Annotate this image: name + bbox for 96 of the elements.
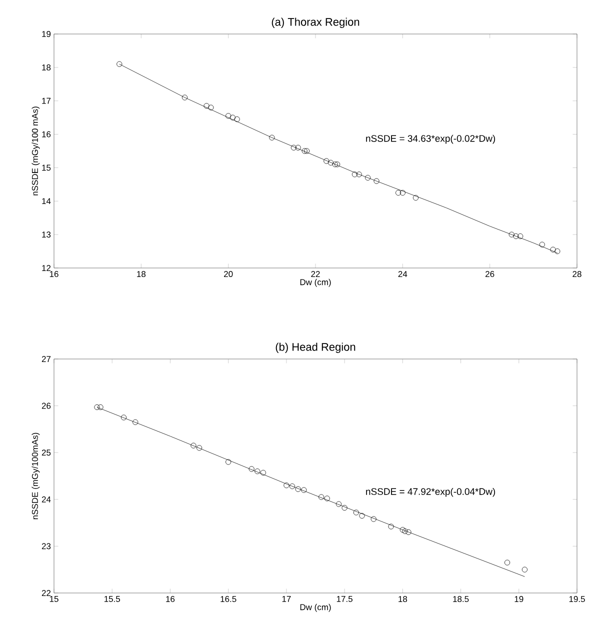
- point: [522, 566, 528, 572]
- point: [190, 442, 196, 448]
- point: [518, 233, 524, 240]
- point: [301, 487, 307, 493]
- x-tick-label: 17: [282, 596, 291, 602]
- y-tick-label: 18: [42, 64, 51, 70]
- y-axis-title: nSSDE (mGy/100mAs): [32, 432, 40, 520]
- point: [402, 528, 408, 534]
- point: [400, 527, 406, 533]
- x-tick-label: 19.5: [569, 596, 585, 602]
- chart-title: (a) Thorax Region: [272, 18, 360, 28]
- x-tick-label: 15.5: [104, 596, 120, 602]
- x-tick-label: 17.5: [336, 596, 352, 602]
- point: [324, 158, 330, 164]
- point: [400, 190, 406, 196]
- point: [324, 496, 330, 502]
- point: [406, 529, 412, 535]
- point: [120, 414, 127, 420]
- point: [284, 482, 290, 488]
- x-tick-label: 18: [398, 596, 408, 602]
- y-tick-label: 22: [42, 590, 51, 596]
- point: [328, 160, 334, 166]
- point: [260, 470, 266, 476]
- point: [94, 404, 100, 410]
- x-tick-label: 15: [50, 596, 58, 602]
- point: [304, 148, 310, 154]
- point: [336, 501, 342, 507]
- point: [353, 510, 359, 516]
- point: [98, 404, 104, 410]
- point: [248, 466, 254, 472]
- y-tick-label: 25: [42, 450, 51, 456]
- y-tick-label: 13: [42, 232, 51, 238]
- point: [370, 516, 376, 522]
- point: [116, 61, 122, 67]
- line-series: [119, 64, 558, 254]
- point: [332, 162, 338, 168]
- point: [208, 104, 214, 110]
- point: [539, 242, 545, 248]
- point: [359, 512, 365, 519]
- point: [182, 94, 188, 100]
- y-tick-label: 14: [42, 198, 51, 204]
- point: [374, 178, 380, 184]
- point: [289, 483, 296, 490]
- point: [230, 114, 236, 120]
- x-tick-label: 19: [514, 596, 524, 602]
- point: [356, 172, 362, 178]
- x-tick-label: 24: [398, 271, 408, 277]
- annotation: nSSDE = 34.63*exp(-0.02*Dw): [366, 134, 496, 144]
- x-tick-label: 18: [137, 271, 146, 278]
- point: [334, 162, 340, 168]
- x-tick-label: 20: [224, 271, 233, 278]
- y-axis-title: nSSDE (mGy/100 mAs): [32, 106, 40, 196]
- point: [290, 144, 297, 150]
- x-tick-label: 18.5: [453, 596, 469, 602]
- y-tick-label: 27: [42, 356, 51, 362]
- point: [254, 468, 260, 474]
- point: [388, 524, 394, 530]
- y-tick-label: 19: [42, 30, 51, 38]
- y-tick-label: 24: [42, 496, 51, 502]
- y-tick-label: 15: [42, 164, 51, 171]
- y-tick-label: 23: [42, 543, 51, 550]
- point: [226, 459, 232, 465]
- point: [352, 172, 358, 178]
- annotation: nSSDE = 47.92*exp(-0.04*Dw): [366, 488, 496, 497]
- point: [196, 445, 202, 451]
- point: [550, 246, 556, 252]
- x-axis-title: Dw (cm): [300, 604, 331, 612]
- x-tick-label: 16: [50, 271, 58, 278]
- point: [226, 113, 232, 119]
- y-tick-label: 26: [42, 402, 51, 409]
- point: [302, 148, 308, 154]
- x-tick-label: 26: [486, 271, 494, 278]
- y-tick-label: 12: [42, 265, 51, 271]
- point: [295, 486, 301, 492]
- point: [132, 419, 138, 425]
- point: [504, 560, 510, 566]
- x-tick-label: 28: [572, 271, 582, 278]
- point: [396, 190, 402, 196]
- y-tick-label: 17: [42, 98, 51, 104]
- x-tick-label: 22: [311, 271, 320, 277]
- x-tick-label: 16.5: [220, 596, 236, 602]
- chart-title: (b) Head Region: [276, 342, 356, 353]
- x-tick-label: 16: [166, 596, 175, 602]
- x-axis-title: Dw (cm): [300, 278, 331, 287]
- point: [234, 116, 240, 122]
- point: [554, 248, 560, 254]
- point: [412, 194, 419, 201]
- point: [513, 233, 519, 240]
- point: [269, 134, 275, 140]
- point: [342, 505, 348, 511]
- point: [365, 174, 371, 181]
- point: [204, 103, 210, 109]
- point: [508, 232, 514, 238]
- y-tick-label: 16: [42, 131, 51, 138]
- point: [318, 494, 324, 500]
- point: [295, 144, 301, 150]
